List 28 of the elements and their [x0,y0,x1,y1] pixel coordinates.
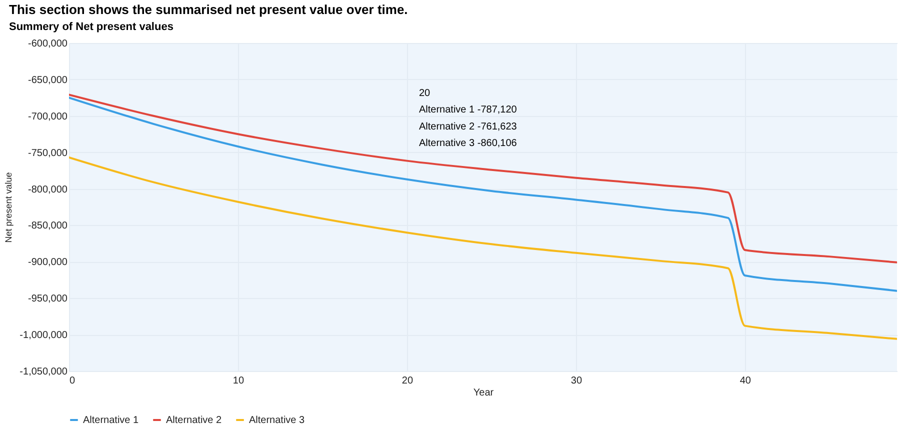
y-tick-label: -650,000 [28,74,68,86]
x-tick-label: 10 [232,376,244,386]
annotation: 20 [419,88,431,99]
y-tick-label: -700,000 [28,111,68,122]
x-tick-label: 20 [402,376,414,386]
line-series [69,156,897,340]
x-tick-label: 40 [740,376,752,386]
y-tick-label: -1,000,000 [20,330,68,342]
y-tick-label: -850,000 [28,220,68,232]
annotation: Alternative 1 -787,120 [419,104,518,116]
x-tick-label: 30 [570,376,582,386]
y-axis-title: Net present value [4,172,14,243]
annotation: Alternative 2 -761,623 [419,121,518,132]
legend-label: Alternative 3 [249,415,306,426]
x-tick-label: 0 [70,376,76,386]
y-tick-label: -900,000 [28,257,68,268]
legend-label: Alternative 2 [166,415,222,426]
y-tick-label: -950,000 [28,294,68,305]
y-tick-label: -600,000 [28,38,68,50]
y-tick-label: -750,000 [28,148,68,159]
annotation: Alternative 3 -860,106 [419,138,518,149]
legend-label: Alternative 1 [83,415,140,426]
chart-title: This section shows the summarised net present value over time. [9,2,408,17]
y-tick-label: -800,000 [28,184,68,196]
chart-subtitle: Summery of Net present values [9,21,174,33]
line-series [69,96,897,292]
x-axis-title: Year [473,388,494,398]
y-tick-label: -1,050,000 [20,366,68,378]
